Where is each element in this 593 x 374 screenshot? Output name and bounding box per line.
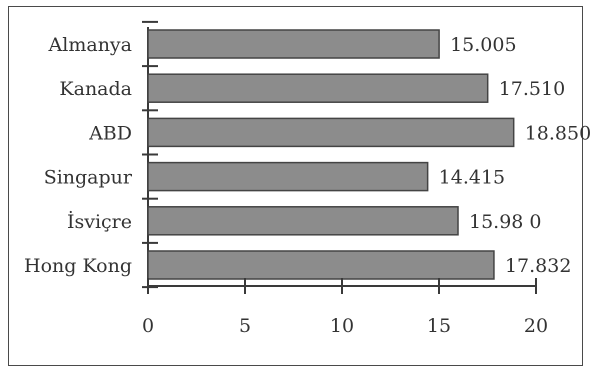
data-label: 17.832 (505, 255, 571, 277)
bar (147, 117, 515, 148)
bar (147, 29, 440, 59)
data-label: 14.415 (439, 167, 505, 189)
bar (147, 250, 495, 280)
bar (147, 161, 429, 192)
category-label: Almanya (48, 34, 132, 56)
data-label: 15.005 (450, 34, 516, 56)
x-tick-label: 5 (239, 315, 251, 337)
category-label: Kanada (59, 78, 132, 100)
data-label: 18.850 (525, 122, 591, 144)
data-label: 15.98 0 (469, 211, 542, 233)
x-tick-label: 0 (142, 315, 154, 337)
category-label: Singapur (44, 167, 133, 189)
bar (147, 73, 489, 103)
x-tick-label: 10 (330, 315, 354, 337)
bar (147, 206, 459, 236)
x-tick-label: 15 (427, 315, 451, 337)
category-label: Hong Kong (24, 255, 132, 277)
data-label: 17.510 (499, 78, 565, 100)
category-label: İsviçre (67, 210, 132, 233)
category-label: ABD (88, 122, 132, 144)
x-tick-label: 20 (524, 315, 548, 337)
